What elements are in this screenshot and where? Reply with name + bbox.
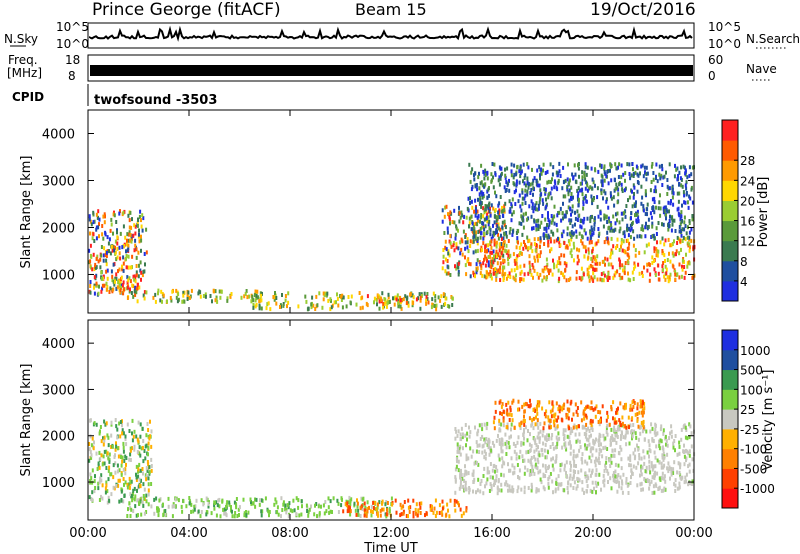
colorbar-tick-label: 24 — [740, 174, 755, 188]
y-tick-label: 2000 — [42, 430, 75, 445]
y-tick-label: 3000 — [42, 383, 75, 398]
power-panel: 1000 2000 3000 4000 Slant Range [km] — [19, 109, 696, 314]
colorbar-tick-label: 20 — [740, 194, 755, 208]
freq-trace — [90, 65, 693, 76]
colorbar-swatch — [722, 448, 738, 469]
echo-region — [479, 236, 696, 284]
colorbar-swatch — [722, 369, 738, 390]
nsearch-label: N.Search — [746, 32, 800, 46]
x-tick-label: 04:00 — [170, 526, 207, 541]
freq-label: Freq. — [8, 53, 38, 67]
y-tick-label: 2000 — [42, 221, 75, 236]
echo-region — [454, 421, 696, 496]
colorbar-swatch — [722, 200, 738, 222]
x-tick-label: 12:00 — [372, 526, 409, 541]
x-tick-label: 08:00 — [271, 526, 308, 541]
x-tick-label: 00:00 — [69, 526, 106, 541]
cpid-program: twofsound -3503 — [94, 93, 217, 108]
x-tick-label: 00:00 — [675, 526, 712, 541]
date-label: 19/Oct/2016 — [590, 0, 696, 20]
colorbar-swatch — [722, 468, 738, 489]
y-tick-label: 4000 — [42, 337, 75, 352]
x-tick-label: 20:00 — [574, 526, 611, 541]
colorbar-tick-label: -1000 — [740, 482, 775, 496]
colorbar-swatch — [722, 180, 738, 201]
freq-tick-bottom: 8 — [68, 69, 76, 83]
colorbar-tick-label: -25 — [740, 423, 760, 437]
y-tick-label: 1000 — [42, 268, 75, 283]
noise-trace — [89, 25, 693, 42]
colorbar-swatch — [722, 240, 738, 262]
nsearch-tick-top: 10^5 — [708, 20, 741, 34]
power-echoes — [88, 161, 696, 312]
colorbar-tick-label: 1000 — [740, 344, 771, 358]
colorbar-tick-label: 16 — [740, 215, 755, 229]
y-tick-label: 3000 — [42, 174, 75, 189]
velocity-echoes — [88, 398, 696, 519]
colorbar-tick-label: 25 — [740, 403, 755, 417]
velocity-colorbar: Velocity [m s⁻¹] 1000 500 100 25 -25 -100 -500… — [721, 329, 776, 509]
colorbar-swatch — [722, 120, 738, 141]
colorbar-swatch — [722, 160, 738, 181]
x-tick-label: 16:00 — [473, 526, 510, 541]
echo-region — [252, 291, 454, 312]
colorbar-swatch — [722, 260, 738, 282]
colorbar-tick-label: 12 — [740, 235, 755, 249]
colorbar-tick-label: 8 — [740, 255, 748, 269]
nave-label: Nave — [746, 62, 777, 76]
velocity-colorbar-label: Velocity [m s⁻¹] — [761, 370, 776, 471]
colorbar-tick-label: 100 — [740, 383, 763, 397]
time-axis-label: Time UT — [363, 541, 417, 554]
colorbar-swatch — [722, 220, 738, 242]
colorbar-tick-label: 28 — [740, 154, 755, 168]
noise-panel: N.Sky 10^5 10^0 10^5 10^0 N.Search — [4, 20, 800, 51]
colorbar-swatch — [722, 140, 738, 161]
freq-panel: Freq. [MHz] 18 8 60 0 Nave — [7, 53, 777, 83]
colorbar-tick-label: -100 — [740, 443, 767, 457]
freq-tick-top: 18 — [65, 53, 80, 67]
echo-region — [88, 418, 153, 505]
cpid-label: CPID — [12, 90, 44, 104]
station-title: Prince George (fitACF) — [92, 0, 281, 20]
nsky-tick-top: 10^5 — [56, 20, 89, 34]
echo-region — [342, 498, 468, 519]
echo-region — [466, 161, 695, 241]
velocity-ylabel: Slant Range [km] — [19, 364, 34, 477]
power-colorbar-label: Power [dB] — [756, 177, 771, 248]
power-colorbar: Power [dB] 4 8 12 16 20 24 28 — [721, 119, 771, 302]
y-tick-label: 1000 — [42, 476, 75, 491]
nsearch-tick-bottom: 10^0 — [708, 37, 741, 51]
echo-region — [126, 495, 393, 519]
y-tick-label: 4000 — [42, 127, 75, 142]
power-ylabel: Slant Range [km] — [19, 156, 34, 269]
echo-region — [441, 204, 507, 279]
echo-region — [93, 274, 141, 293]
colorbar-swatch — [722, 488, 738, 509]
nave-tick-bottom: 0 — [708, 69, 716, 83]
nsky-label: N.Sky — [4, 32, 38, 46]
colorbar-swatch — [722, 428, 738, 450]
echo-region — [88, 209, 148, 297]
nave-tick-top: 60 — [708, 53, 723, 67]
colorbar-swatch — [722, 389, 738, 410]
freq-unit: [MHz] — [7, 66, 42, 80]
colorbar-swatch — [722, 280, 738, 302]
colorbar-swatch — [722, 349, 738, 371]
velocity-panel: 1000 2000 3000 4000 00:00 04:00 08:00 12:00 16:… — [19, 319, 713, 554]
beam-label: Beam 15 — [355, 0, 427, 19]
echo-region — [492, 398, 646, 431]
colorbar-tick-label: 4 — [740, 275, 748, 289]
colorbar-swatch — [722, 330, 738, 351]
colorbar-swatch — [722, 409, 738, 430]
echo-region — [366, 293, 430, 306]
colorbar-tick-label: 500 — [740, 364, 763, 378]
nsky-tick-bottom: 10^0 — [56, 37, 89, 51]
colorbar-tick-label: -500 — [740, 462, 767, 476]
